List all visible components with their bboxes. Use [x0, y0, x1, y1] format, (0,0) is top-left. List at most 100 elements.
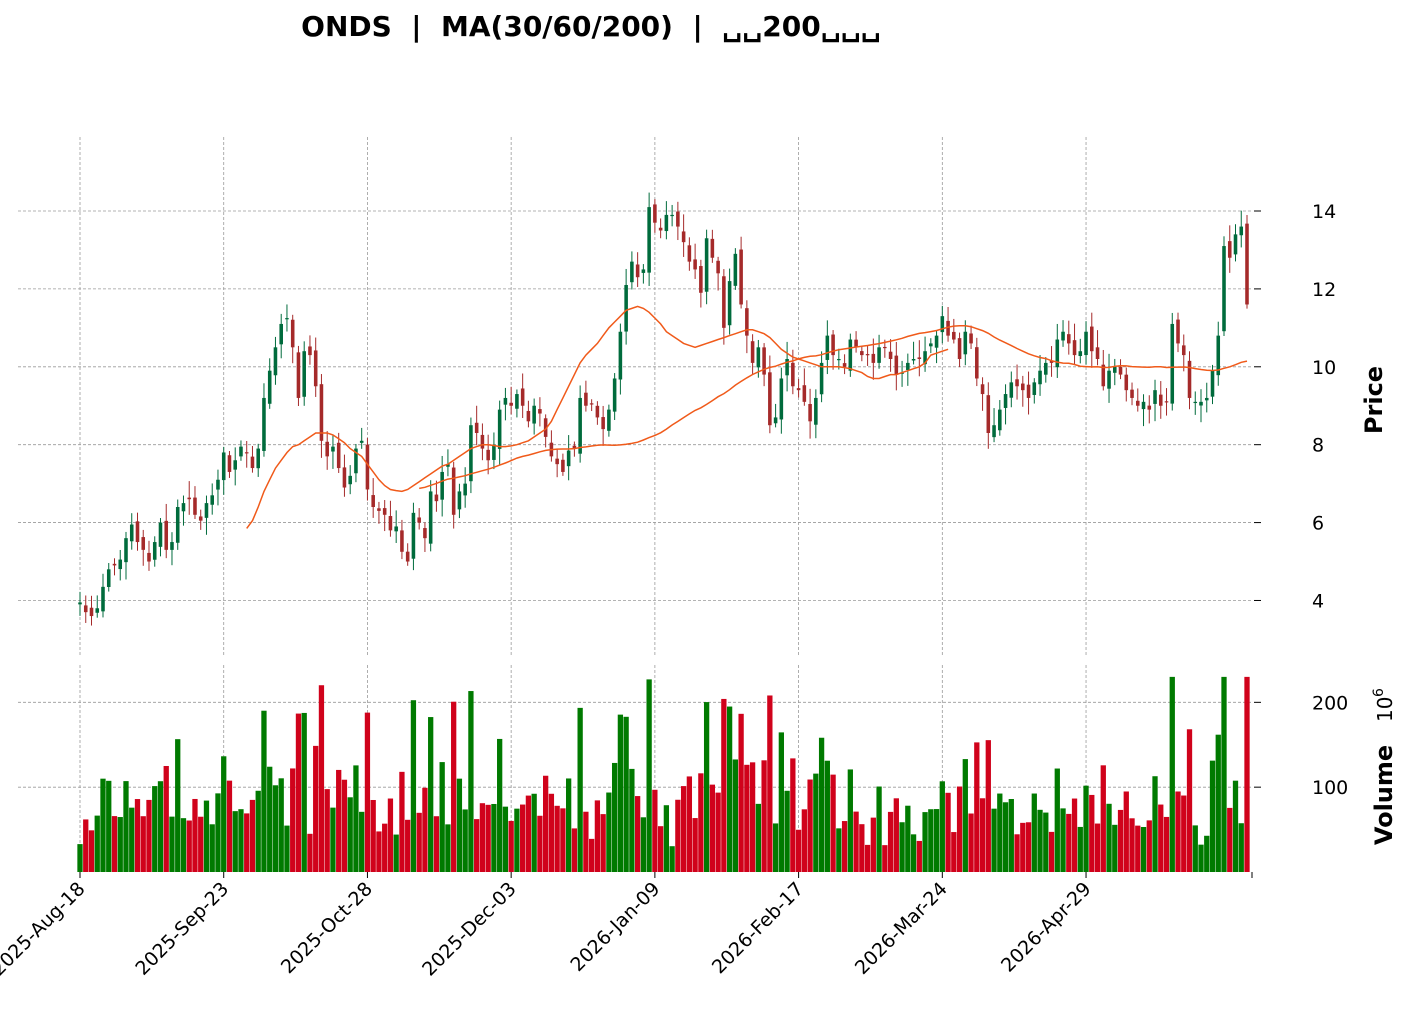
candle-body: [446, 464, 450, 467]
candle-body: [1222, 246, 1226, 332]
volume-bar: [313, 745, 319, 872]
candle-body: [1130, 389, 1134, 398]
candle-body: [572, 445, 577, 449]
volume-bar: [1146, 820, 1152, 872]
candle-body: [400, 530, 404, 552]
candle-body: [624, 285, 628, 332]
volume-bar: [887, 811, 894, 872]
candle-body: [1147, 405, 1152, 410]
candle-body: [538, 409, 542, 414]
volume-bar: [675, 799, 681, 872]
volume-bar: [261, 710, 267, 872]
volume-bar: [474, 819, 480, 872]
candle-body: [216, 479, 220, 490]
candle-body: [296, 352, 301, 398]
candle-body: [796, 388, 801, 391]
volume-bar: [301, 712, 307, 872]
candle-body: [135, 521, 140, 543]
candle-body: [612, 378, 617, 412]
candle-body: [929, 343, 933, 347]
volume-bar: [387, 798, 394, 872]
candle-body: [193, 497, 197, 515]
volume-bar: [324, 789, 330, 872]
volume-bar: [910, 834, 917, 872]
candle-body: [285, 318, 289, 320]
volume-bar: [1066, 813, 1072, 872]
candle-body: [756, 347, 761, 368]
volume-bar: [905, 805, 911, 872]
candle-body: [842, 363, 847, 367]
volume-bar: [1094, 823, 1101, 872]
candle-body: [170, 542, 174, 550]
candle-body: [227, 455, 232, 472]
volume-exponent-base: 10: [1373, 697, 1397, 722]
volume-bar: [1123, 791, 1129, 872]
candle-body: [957, 338, 962, 359]
volume-bar: [106, 780, 112, 872]
volume-bar: [698, 773, 704, 872]
volume-bar: [249, 799, 256, 872]
volume-bar: [330, 807, 336, 872]
volume-bar: [847, 769, 853, 872]
volume-bar: [1031, 793, 1037, 872]
volume-bar: [1060, 808, 1066, 872]
volume-bar: [1227, 807, 1233, 872]
volume-bar: [341, 779, 348, 872]
candle-body: [1141, 401, 1146, 410]
ma-line-short: [246, 305, 949, 529]
volume-bar: [554, 805, 560, 872]
volume-bar: [795, 829, 802, 872]
volume-bar: [428, 717, 434, 872]
candle-body: [894, 355, 899, 375]
volume-bar: [818, 737, 825, 872]
volume-bar: [997, 793, 1003, 872]
volume-bar: [1100, 765, 1106, 872]
price-tick-label: 10: [1312, 357, 1336, 379]
candle-body: [273, 347, 278, 376]
volume-bar: [801, 809, 807, 872]
candle-body: [244, 452, 249, 454]
candle-body: [1181, 345, 1186, 356]
candle-body: [331, 446, 335, 452]
volume-bar: [864, 844, 871, 872]
volume-bar: [962, 759, 968, 872]
candle-body: [618, 331, 623, 380]
candle-body: [676, 211, 680, 227]
volume-bar: [841, 821, 848, 872]
candle-body: [699, 266, 703, 293]
volume-bar: [1192, 825, 1198, 872]
candle-body: [750, 341, 755, 363]
candle-body: [486, 449, 490, 461]
candle-body: [319, 384, 324, 441]
candle-body: [1199, 401, 1203, 406]
volume-bar: [1117, 809, 1124, 872]
candle-body: [198, 516, 203, 521]
volume-bar: [830, 774, 836, 872]
volume-bar: [979, 798, 986, 872]
candle-body: [1038, 370, 1042, 385]
price-tick-label: 12: [1312, 279, 1336, 301]
volume-bar: [629, 768, 635, 872]
candle-body: [503, 397, 508, 405]
volume-bar: [88, 830, 95, 872]
volume-bar: [686, 776, 693, 872]
candle-body: [693, 259, 697, 270]
candle-body: [768, 372, 772, 426]
volume-bar: [543, 775, 549, 872]
volume-bar: [221, 756, 227, 872]
volume-bar: [870, 817, 876, 872]
volume-bar: [922, 812, 928, 872]
candle-body: [584, 392, 588, 406]
candle-body: [279, 323, 283, 345]
volume-bar: [1089, 794, 1095, 872]
volume-bar: [726, 706, 733, 872]
volume-bar: [226, 780, 233, 872]
candle-body: [607, 409, 611, 431]
volume-bar: [594, 800, 601, 872]
candle-body: [152, 542, 157, 560]
volume-bar: [663, 805, 670, 872]
candle-body: [986, 395, 991, 433]
volume-bar: [646, 679, 652, 872]
candle-body: [825, 335, 830, 360]
volume-bar: [468, 691, 474, 872]
